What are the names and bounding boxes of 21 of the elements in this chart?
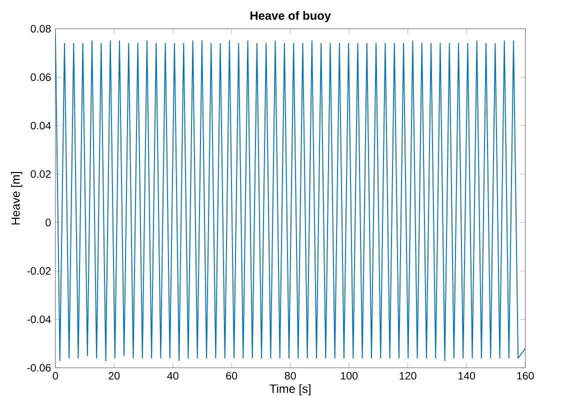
y-tick-label: 0.02 xyxy=(30,170,51,178)
chart-title: Heave of buoy xyxy=(250,11,331,22)
x-tick-label: 160 xyxy=(517,372,534,380)
x-tick-label: 60 xyxy=(226,372,238,380)
y-tick-label: -0.02 xyxy=(27,267,51,275)
x-tick-label: 100 xyxy=(340,372,358,380)
x-tick-label: 0 xyxy=(52,372,58,380)
y-tick-label: 0.06 xyxy=(30,73,51,82)
x-tick-label: 80 xyxy=(284,372,296,380)
x-axis-title: Time [s] xyxy=(270,384,310,396)
y-axis-title: Heave [m] xyxy=(11,172,22,224)
x-tick-label: 120 xyxy=(400,372,416,380)
line-series xyxy=(55,33,526,362)
y-tick-label: -0.06 xyxy=(27,364,51,372)
x-tick-label: 20 xyxy=(108,372,120,380)
y-tick-label: 0.08 xyxy=(30,24,51,33)
y-tick-label: 0 xyxy=(46,218,51,226)
y-tick-label: 0.04 xyxy=(30,122,51,130)
x-tick-label: 40 xyxy=(167,372,178,380)
y-tick-label: -0.04 xyxy=(27,316,51,324)
x-tick-label: 140 xyxy=(458,372,476,380)
